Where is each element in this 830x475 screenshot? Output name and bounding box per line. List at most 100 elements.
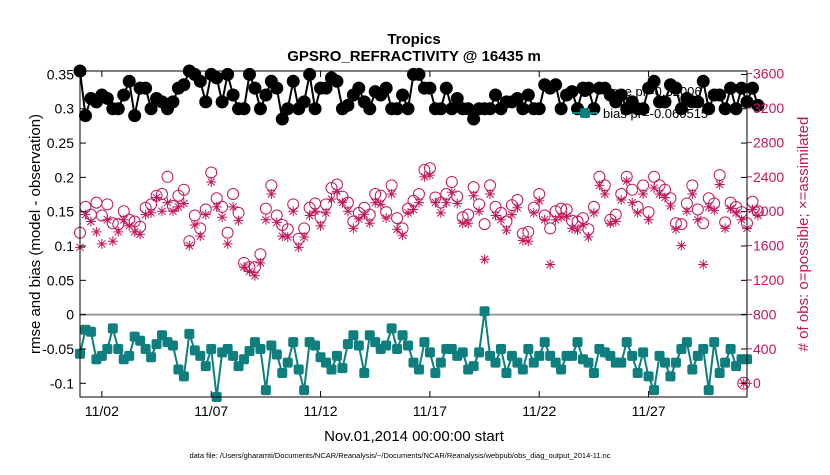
bias-point (282, 357, 293, 368)
chart-subtitle: GPSRO_REFRACTIVITY @ 16435 m (287, 48, 541, 65)
assimilated-obs-point (490, 210, 501, 221)
assimilated-obs-point (654, 189, 665, 200)
assimilated-obs-point (233, 215, 244, 226)
assimilated-obs-point (293, 242, 304, 253)
rmse-point (735, 81, 749, 95)
assimilated-obs-point (271, 217, 282, 228)
assimilated-obs-point (260, 214, 271, 225)
bias-point (474, 347, 485, 358)
bias-point (665, 371, 676, 382)
observation-count-series (74, 162, 764, 390)
plot-frame (80, 71, 747, 397)
legend: rmse pr=0.32006 bias pr=-0.060515 (572, 84, 708, 121)
bias-point (348, 330, 359, 341)
assimilated-obs-point (621, 176, 632, 187)
bias-point (195, 350, 206, 361)
bias-point (572, 337, 583, 348)
bias-point (523, 343, 534, 354)
rmse-point (352, 81, 366, 95)
assimilated-obs-point (435, 207, 446, 218)
assimilated-obs-point (392, 224, 403, 235)
x-tick-label: 11/07 (194, 403, 228, 419)
bias-point (244, 346, 255, 357)
rmse-point (669, 81, 683, 95)
rmse-point (532, 102, 546, 116)
y-right-tick-label: 2800 (753, 134, 784, 150)
assimilated-obs-point (195, 231, 206, 242)
assimilated-obs-point (403, 207, 414, 218)
bias-point (288, 337, 299, 348)
assimilated-obs-point (698, 259, 709, 270)
bias-point (632, 367, 643, 378)
assimilated-obs-point (217, 212, 228, 223)
possible-obs-point (101, 198, 114, 211)
bias-point (490, 357, 501, 368)
assimilated-obs-point (375, 199, 386, 210)
rmse-point (117, 88, 131, 102)
assimilated-obs-point (173, 201, 184, 212)
rmse-point (445, 102, 459, 116)
rmse-point (702, 102, 716, 116)
rmse-point (489, 88, 503, 102)
rmse-point (139, 81, 153, 95)
assimilated-obs-point (381, 213, 392, 224)
y-left-tick-label: 0 (66, 307, 74, 323)
assimilated-obs-point (326, 194, 337, 205)
bias-point (468, 361, 479, 372)
bias-point (501, 367, 512, 378)
bias-point (392, 343, 403, 354)
possible-obs-point (391, 212, 404, 225)
bias-point (567, 350, 578, 361)
assimilated-obs-point (331, 186, 342, 197)
assimilated-obs-point (627, 197, 638, 208)
assimilated-obs-point (594, 180, 605, 191)
rmse-point (226, 88, 240, 102)
rmse-point (259, 88, 273, 102)
rmse-point (390, 102, 404, 116)
rmse-point (297, 95, 311, 109)
assimilated-obs-point (676, 240, 687, 251)
assimilated-obs-point (523, 236, 534, 247)
assimilated-obs-point (610, 216, 621, 227)
bias-point (670, 357, 681, 368)
rmse-point (674, 102, 688, 116)
assimilated-obs-point (222, 238, 233, 249)
bias-point (725, 343, 736, 354)
assimilated-obs-point (567, 223, 578, 234)
rmse-point (286, 74, 300, 88)
rmse-point (401, 102, 415, 116)
rmse-point (521, 88, 535, 102)
rmse-point (549, 78, 563, 92)
assimilated-obs-point (310, 206, 321, 217)
bias-point (430, 367, 441, 378)
rmse-point (100, 91, 114, 105)
assimilated-obs-point (714, 179, 725, 190)
possible-obs-point (478, 218, 491, 231)
x-tick-label: 11/22 (522, 403, 556, 419)
bias-point (326, 364, 337, 375)
rmse-point (270, 81, 284, 95)
assimilated-obs-point (348, 223, 359, 234)
bias-point (479, 306, 490, 317)
legend-bias-marker (580, 108, 590, 118)
bias-point (299, 385, 310, 396)
rmse-point (696, 74, 710, 88)
assimilated-obs-point (583, 232, 594, 243)
y-axis-left-label: rmse and bias (model - observation) (27, 114, 44, 354)
assimilated-obs-point (359, 209, 370, 220)
rmse-point (724, 81, 738, 95)
bias-point (310, 340, 321, 351)
rmse-point (330, 74, 344, 88)
rmse-point (111, 102, 125, 116)
assimilated-obs-point (102, 214, 113, 225)
assimilated-obs-point (446, 187, 457, 198)
assimilated-obs-point (632, 207, 643, 218)
assimilated-obs-point (96, 238, 107, 249)
bias-point (687, 364, 698, 375)
rmse-point (483, 102, 497, 116)
assimilated-obs-point (692, 214, 703, 225)
assimilated-obs-point (315, 220, 326, 231)
y-left-tick-label: 0.2 (55, 169, 75, 185)
